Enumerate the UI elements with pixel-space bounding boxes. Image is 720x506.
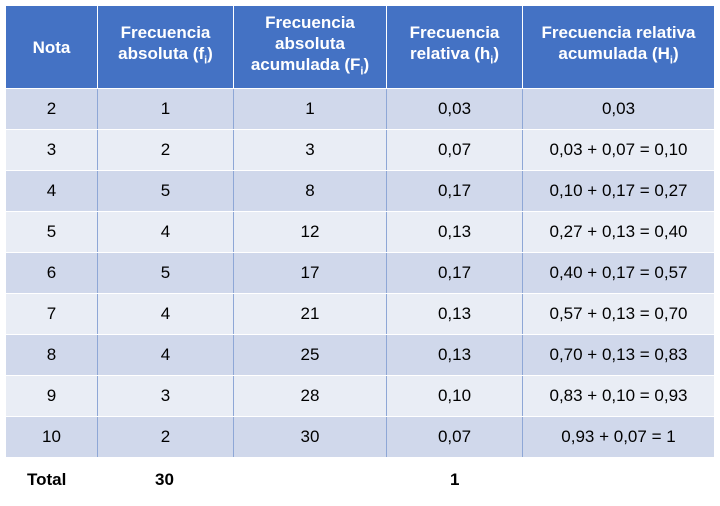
table-row: 9 3 28 0,10 0,83 + 0,10 = 0,93	[5, 375, 715, 417]
cell-frecuencia-absoluta: 2	[97, 129, 234, 171]
cell-nota: 4	[5, 170, 98, 212]
table-row: 4 5 8 0,17 0,10 + 0,17 = 0,27	[5, 170, 715, 212]
header-text: Frecuencia absoluta (f	[118, 23, 211, 64]
cell-frecuencia-relativa: 0,13	[386, 211, 523, 253]
cell-frecuencia-relativa-acumulada: 0,03 + 0,07 = 0,10	[522, 129, 715, 171]
header-tail: )	[363, 54, 370, 74]
cell-frecuencia-absoluta: 4	[97, 211, 234, 253]
table-row: 7 4 21 0,13 0,57 + 0,13 = 0,70	[5, 293, 715, 335]
cell-frecuencia-relativa: 0,03	[386, 88, 523, 130]
cell-nota: 10	[5, 416, 98, 458]
header-nota: Nota	[5, 5, 98, 89]
frequency-table: Nota Frecuencia absoluta (fi) Frecuencia a…	[5, 5, 715, 458]
cell-frecuencia-absoluta-acumulada: 8	[233, 170, 387, 212]
header-text: Frecuencia relativa acumulada (H	[541, 23, 696, 64]
cell-frecuencia-relativa: 0,13	[386, 334, 523, 376]
header-tail: )	[207, 44, 213, 64]
cell-frecuencia-relativa-acumulada: 0,27 + 0,13 = 0,40	[522, 211, 715, 253]
table-header-row: Nota Frecuencia absoluta (fi) Frecuencia a…	[5, 5, 715, 89]
cell-frecuencia-relativa: 0,07	[386, 129, 523, 171]
cell-nota: 9	[5, 375, 98, 417]
header-text: Frecuencia relativa (h	[409, 23, 500, 64]
cell-frecuencia-relativa: 0,10	[386, 375, 523, 417]
table-row: 6 5 17 0,17 0,40 + 0,17 = 0,57	[5, 252, 715, 294]
cell-frecuencia-absoluta-acumulada: 17	[233, 252, 387, 294]
cell-frecuencia-relativa-acumulada: 0,40 + 0,17 = 0,57	[522, 252, 715, 294]
cell-frecuencia-absoluta: 5	[97, 252, 234, 294]
header-text: Frecuencia absoluta acumulada (F	[250, 12, 361, 74]
header-tail: )	[493, 44, 500, 64]
cell-frecuencia-absoluta-acumulada: 30	[233, 416, 387, 458]
total-relative-frequency: 1	[450, 470, 460, 489]
cell-frecuencia-relativa: 0,17	[386, 170, 523, 212]
table-row: 5 4 12 0,13 0,27 + 0,13 = 0,40	[5, 211, 715, 253]
header-frecuencia-relativa-acumulada: Frecuencia relativa acumulada (Hi)	[522, 5, 715, 89]
total-label: Total	[27, 470, 67, 489]
cell-frecuencia-relativa-acumulada: 0,70 + 0,13 = 0,83	[522, 334, 715, 376]
header-text: Nota	[32, 37, 71, 57]
cell-frecuencia-relativa: 0,17	[386, 252, 523, 294]
cell-nota: 3	[5, 129, 98, 171]
cell-nota: 2	[5, 88, 98, 130]
header-frecuencia-absoluta-acumulada: Frecuencia absoluta acumulada (Fi)	[233, 5, 387, 89]
total-absolute-frequency: 30	[155, 470, 174, 489]
table-body: 2 1 1 0,03 0,03 3 2 3 0,07 0,03 + 0,07 = 0,10 4 5 8 0…	[5, 88, 715, 458]
cell-nota: 6	[5, 252, 98, 294]
cell-frecuencia-absoluta: 2	[97, 416, 234, 458]
header-subscript: i	[490, 54, 494, 67]
header-tail: )	[672, 44, 679, 64]
table-row: 2 1 1 0,03 0,03	[5, 88, 715, 130]
cell-frecuencia-absoluta: 4	[97, 293, 234, 335]
cell-frecuencia-absoluta-acumulada: 21	[233, 293, 387, 335]
cell-frecuencia-absoluta-acumulada: 1	[233, 88, 387, 130]
table-row: 8 4 25 0,13 0,70 + 0,13 = 0,83	[5, 334, 715, 376]
cell-frecuencia-absoluta-acumulada: 25	[233, 334, 387, 376]
cell-nota: 7	[5, 293, 98, 335]
header-subscript: i	[204, 54, 208, 67]
cell-frecuencia-relativa-acumulada: 0,57 + 0,13 = 0,70	[522, 293, 715, 335]
header-frecuencia-absoluta: Frecuencia absoluta (fi)	[97, 5, 234, 89]
cell-frecuencia-absoluta-acumulada: 3	[233, 129, 387, 171]
cell-frecuencia-relativa: 0,13	[386, 293, 523, 335]
totals-row: Total 30 1	[5, 462, 714, 498]
cell-nota: 5	[5, 211, 98, 253]
cell-frecuencia-relativa-acumulada: 0,10 + 0,17 = 0,27	[522, 170, 715, 212]
cell-frecuencia-absoluta: 1	[97, 88, 234, 130]
cell-frecuencia-absoluta: 3	[97, 375, 234, 417]
cell-frecuencia-absoluta-acumulada: 12	[233, 211, 387, 253]
cell-frecuencia-relativa: 0,07	[386, 416, 523, 458]
cell-frecuencia-absoluta-acumulada: 28	[233, 375, 387, 417]
header-subscript: i	[360, 65, 364, 78]
cell-frecuencia-relativa-acumulada: 0,93 + 0,07 = 1	[522, 416, 715, 458]
table-row: 3 2 3 0,07 0,03 + 0,07 = 0,10	[5, 129, 715, 171]
table-row: 10 2 30 0,07 0,93 + 0,07 = 1	[5, 416, 715, 458]
cell-frecuencia-absoluta: 5	[97, 170, 234, 212]
cell-frecuencia-relativa-acumulada: 0,03	[522, 88, 715, 130]
cell-frecuencia-absoluta: 4	[97, 334, 234, 376]
cell-frecuencia-relativa-acumulada: 0,83 + 0,10 = 0,93	[522, 375, 715, 417]
cell-nota: 8	[5, 334, 98, 376]
header-frecuencia-relativa: Frecuencia relativa (hi)	[386, 5, 523, 89]
header-subscript: i	[669, 54, 673, 67]
